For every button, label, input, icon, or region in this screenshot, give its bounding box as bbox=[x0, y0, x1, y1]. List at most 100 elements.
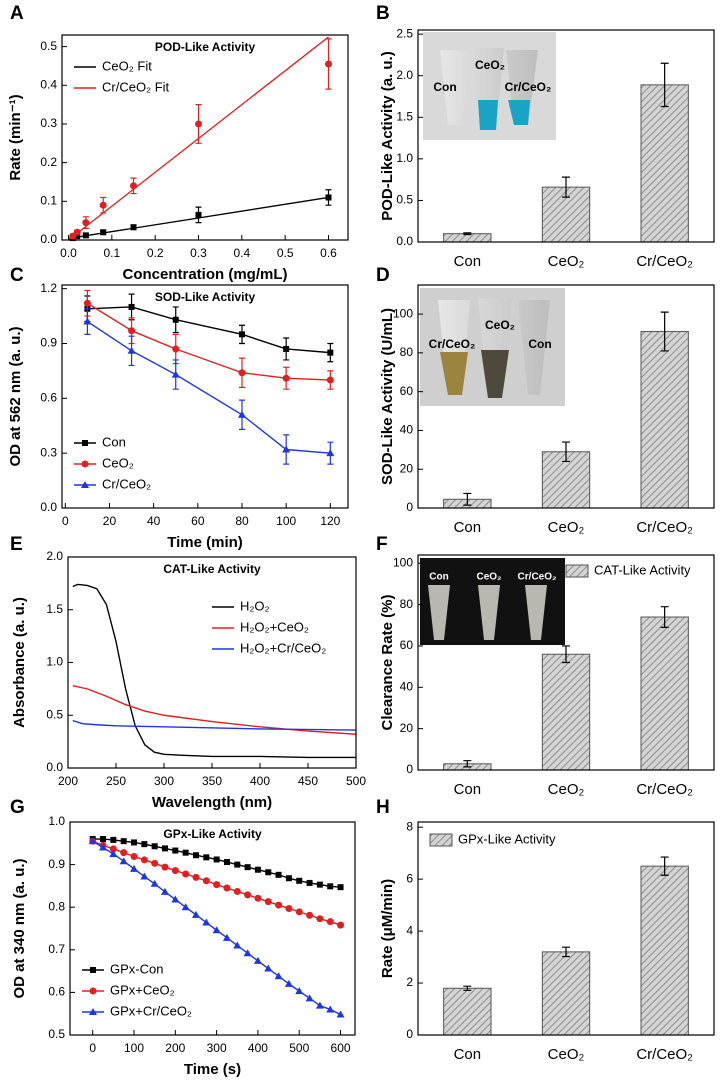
marker bbox=[305, 994, 314, 1002]
bar bbox=[443, 987, 492, 1036]
x-tick-label: Cr/CeO₂ bbox=[636, 519, 693, 536]
x-axis-label: Time (s) bbox=[184, 1061, 241, 1078]
series-line bbox=[87, 302, 331, 381]
marker bbox=[325, 60, 332, 68]
y-tick-label: 0.9 bbox=[48, 857, 65, 871]
marker bbox=[274, 972, 283, 980]
marker bbox=[202, 877, 210, 885]
error-bar bbox=[562, 176, 570, 198]
marker bbox=[327, 883, 334, 890]
marker bbox=[150, 879, 159, 887]
marker bbox=[151, 859, 159, 867]
legend-label: CeO₂ bbox=[102, 455, 134, 470]
y-tick-label: 2.0 bbox=[396, 68, 413, 82]
marker bbox=[254, 894, 262, 902]
marker bbox=[110, 836, 117, 843]
x-tick-label: 300 bbox=[154, 774, 174, 788]
panel-letter: C bbox=[10, 265, 24, 286]
marker bbox=[195, 120, 202, 128]
marker bbox=[89, 987, 97, 995]
marker bbox=[192, 852, 199, 859]
x-tick-label: 450 bbox=[298, 774, 318, 788]
x-tick-label: 0.0 bbox=[60, 246, 77, 260]
marker bbox=[192, 873, 200, 881]
x-tick-label: 0 bbox=[62, 514, 69, 528]
marker bbox=[212, 926, 221, 934]
marker bbox=[130, 224, 137, 231]
marker bbox=[238, 369, 246, 377]
error-bar bbox=[562, 946, 570, 958]
marker bbox=[100, 229, 107, 236]
inset-label: Cr/CeO₂ bbox=[429, 337, 476, 351]
inset-photo-d: Cr/CeO₂ CeO₂ Con bbox=[420, 288, 565, 406]
x-tick-label: 500 bbox=[346, 774, 366, 788]
panel-letter: A bbox=[10, 3, 24, 24]
marker bbox=[90, 967, 96, 973]
plot-frame bbox=[417, 29, 715, 243]
y-axis-label: Clearance Rate (%) bbox=[379, 595, 396, 731]
plot-frame bbox=[61, 34, 349, 241]
bar bbox=[640, 616, 689, 771]
legend-swatch bbox=[429, 833, 453, 847]
y-tick-label: 1.0 bbox=[46, 655, 63, 669]
error-bar bbox=[463, 492, 472, 506]
marker bbox=[237, 410, 246, 418]
y-tick-label: 0.6 bbox=[48, 985, 65, 999]
marker bbox=[99, 843, 108, 851]
legend-label: GPx+CeO₂ bbox=[110, 982, 175, 997]
chart-title: POD-Like Activity bbox=[155, 40, 256, 54]
y-tick-label: 1.5 bbox=[396, 109, 413, 123]
y-tick-label: 0.7 bbox=[48, 942, 65, 956]
marker bbox=[181, 903, 190, 911]
x-tick-label: CeO₂ bbox=[548, 781, 585, 798]
x-tick-label: 0 bbox=[89, 1041, 96, 1055]
legend-label: CAT-Like Activity bbox=[594, 562, 691, 577]
y-tick-label: 80 bbox=[400, 345, 414, 359]
marker bbox=[130, 182, 137, 190]
marker bbox=[337, 921, 345, 929]
marker bbox=[171, 895, 180, 903]
marker bbox=[74, 233, 81, 240]
y-tick-label: 0.6 bbox=[40, 390, 57, 404]
y-tick-label: 1.0 bbox=[396, 151, 413, 165]
y-tick-label: 0.0 bbox=[40, 232, 57, 246]
marker bbox=[99, 201, 107, 209]
y-axis-label: OD at 340 nm (a. u.) bbox=[11, 858, 28, 998]
marker bbox=[130, 864, 139, 872]
marker bbox=[337, 884, 344, 891]
marker bbox=[83, 317, 92, 325]
legend-label: H₂O₂ bbox=[240, 598, 270, 613]
inset-label: Cr/CeO₂ bbox=[505, 80, 552, 94]
y-tick-label: 100 bbox=[393, 555, 413, 569]
x-tick-label: Con bbox=[454, 519, 482, 536]
inset-label: CeO₂ bbox=[476, 572, 501, 583]
x-tick-label: Cr/CeO₂ bbox=[636, 1046, 693, 1063]
marker bbox=[295, 987, 304, 995]
y-tick-label: 0.2 bbox=[40, 155, 57, 169]
plot-frame bbox=[61, 284, 349, 509]
panel: F 0 20 40 60 80 100 Clearance Rate (%) Con CeO₂ Cr… bbox=[376, 534, 715, 798]
y-tick-label: 60 bbox=[400, 384, 414, 398]
y-tick-label: 0.0 bbox=[40, 500, 57, 514]
marker bbox=[182, 849, 189, 856]
error-bar bbox=[660, 606, 669, 628]
y-tick-label: 20 bbox=[400, 721, 414, 735]
error-bar bbox=[660, 62, 669, 108]
panel: E 0.0 0.5 1.0 1.5 2.0 200 250 300 350 400 450 500 Wav… bbox=[10, 534, 366, 811]
marker bbox=[282, 445, 291, 453]
panel: C 0.0 0.3 0.6 0.9 1.2 0 20 40 60 80 100 120 Time (min… bbox=[7, 265, 349, 551]
plot-frame bbox=[417, 284, 715, 509]
x-tick-label: 300 bbox=[207, 1041, 227, 1055]
x-axis-label: Concentration (mg/mL) bbox=[123, 266, 288, 283]
inset-label: Con bbox=[429, 572, 448, 583]
marker bbox=[285, 904, 293, 912]
marker bbox=[283, 345, 290, 352]
legend-label: CeO₂ Fit bbox=[102, 58, 152, 73]
y-tick-label: 0.8 bbox=[48, 899, 65, 913]
marker bbox=[306, 911, 314, 919]
legend-label: Con bbox=[102, 434, 126, 449]
marker bbox=[285, 875, 292, 882]
marker bbox=[130, 853, 138, 861]
series-line bbox=[87, 306, 331, 354]
